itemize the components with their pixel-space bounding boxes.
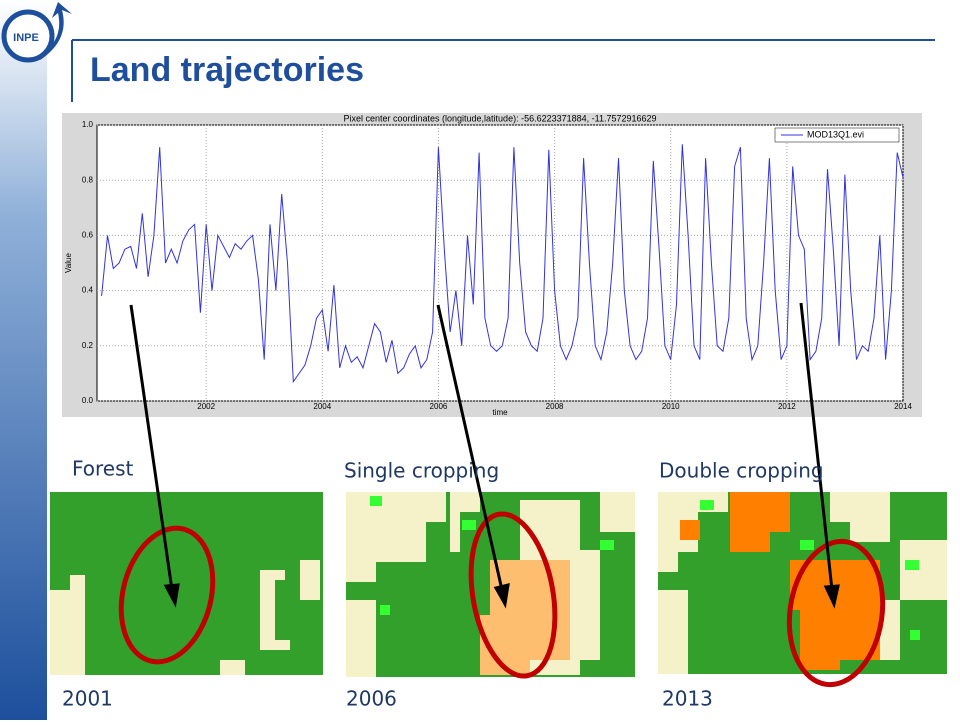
x-tick-label: 2004 — [313, 402, 331, 411]
x-tick-label: 2010 — [662, 402, 680, 411]
chart-title: Pixel center coordinates (longitude,lati… — [343, 113, 656, 123]
x-tick-label: 2006 — [430, 402, 448, 411]
y-tick-label: 0.4 — [82, 286, 94, 295]
plot-area — [96, 124, 904, 402]
sidebar — [0, 0, 47, 720]
y-tick-label: 0.2 — [82, 341, 94, 350]
map-forest — [50, 492, 323, 675]
x-tick-label: 2014 — [894, 402, 912, 411]
data-line — [101, 144, 904, 384]
y-tick-label: 0.6 — [82, 231, 94, 240]
y-axis-label: Value — [64, 253, 73, 273]
panel-label: Forest — [72, 457, 134, 481]
panel-year: 2013 — [662, 687, 713, 711]
x-axis-label: time — [492, 408, 508, 417]
map-double — [658, 492, 947, 674]
highlight-ellipse — [118, 525, 216, 665]
highlight-ellipse — [468, 511, 558, 679]
arrows — [129, 302, 840, 609]
svg-text:INPE: INPE — [13, 32, 39, 44]
y-tick-label: 1.0 — [82, 120, 94, 129]
panel-label: Single cropping — [344, 459, 499, 483]
x-tick-label: 2008 — [546, 402, 564, 411]
x-tick-label: 2012 — [778, 402, 796, 411]
x-tick-label: 2002 — [197, 402, 215, 411]
panel-year: 2001 — [62, 687, 113, 711]
legend-label: MOD13Q1.evi — [807, 129, 864, 139]
logo: INPE — [1, 2, 72, 63]
y-tick-label: 0.8 — [82, 175, 94, 184]
slide-title: Land trajectories — [90, 51, 364, 89]
panel-label: Double cropping — [659, 459, 824, 483]
panel-year: 2006 — [346, 687, 397, 711]
y-tick-label: 0.0 — [82, 396, 94, 405]
highlight-ellipse — [786, 538, 886, 688]
legend-box — [774, 127, 900, 143]
